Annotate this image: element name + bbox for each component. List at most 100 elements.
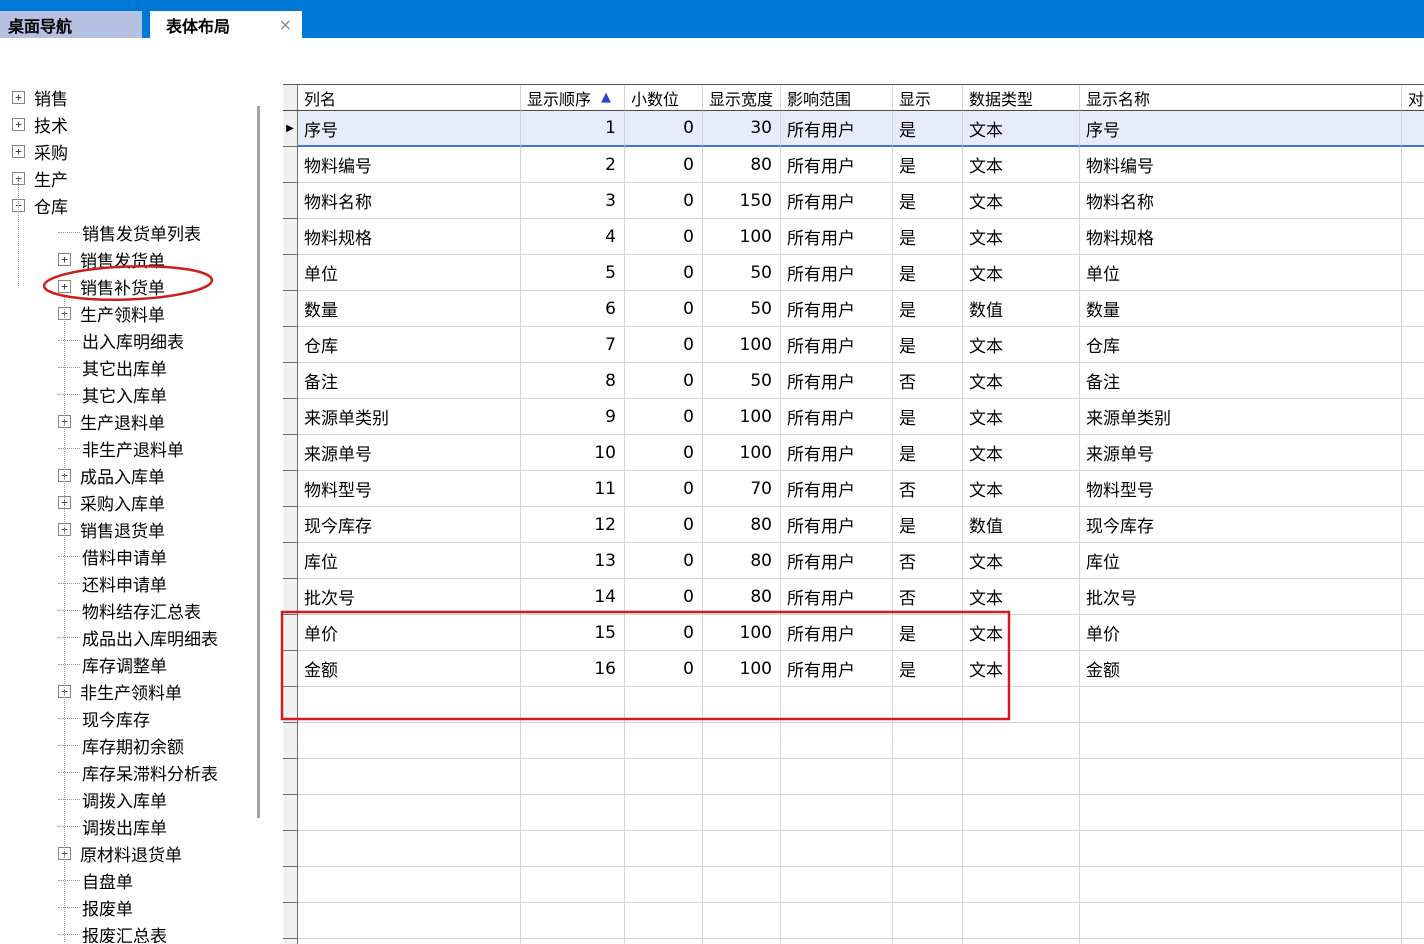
cell-width[interactable]: 50 [703,291,781,327]
cell-align[interactable] [1402,327,1424,363]
cell-dtype[interactable] [963,903,1080,939]
cell-align[interactable] [1402,147,1424,183]
cell-col_name[interactable] [298,723,521,759]
tree-item[interactable]: 库存期初余额 [0,732,262,759]
cell-dtype[interactable]: 文本 [963,651,1080,687]
cell-col_name[interactable] [298,831,521,867]
cell-decimals[interactable]: 0 [625,615,703,651]
cell-display_name[interactable] [1080,687,1402,723]
cell-display_name[interactable] [1080,939,1402,944]
tree-item[interactable]: + 原材料退货单 [0,840,262,867]
cell-scope[interactable]: 所有用户 [781,435,893,471]
column-header-width[interactable]: 显示宽度 [703,85,781,111]
cell-dtype[interactable]: 文本 [963,219,1080,255]
cell-width[interactable]: 100 [703,219,781,255]
row-selector[interactable] [283,615,298,651]
cell-scope[interactable] [781,903,893,939]
cell-decimals[interactable]: 0 [625,471,703,507]
cell-scope[interactable]: 所有用户 [781,471,893,507]
cell-width[interactable]: 70 [703,471,781,507]
cell-decimals[interactable]: 0 [625,255,703,291]
expand-plus-icon[interactable]: + [58,280,71,293]
tree-item[interactable]: 库存呆滞料分析表 [0,759,262,786]
cell-display_name[interactable] [1080,831,1402,867]
cell-decimals[interactable]: 0 [625,327,703,363]
cell-scope[interactable]: 所有用户 [781,507,893,543]
cell-decimals[interactable] [625,831,703,867]
cell-align[interactable] [1402,363,1424,399]
cell-dtype[interactable]: 文本 [963,327,1080,363]
row-selector[interactable] [283,255,298,291]
tree-item[interactable]: 出入库明细表 [0,327,262,354]
cell-display_name[interactable] [1080,759,1402,795]
cell-col_name[interactable]: 物料编号 [298,147,521,183]
column-header-col_name[interactable]: 列名 [298,85,521,111]
cell-align[interactable] [1402,183,1424,219]
cell-visible[interactable]: 是 [893,651,963,687]
cell-width[interactable]: 80 [703,507,781,543]
tree-item[interactable]: 其它出库单 [0,354,262,381]
cell-scope[interactable] [781,687,893,723]
tree-item[interactable]: + 生产领料单 [0,300,262,327]
cell-visible[interactable] [893,723,963,759]
cell-width[interactable]: 100 [703,651,781,687]
cell-scope[interactable]: 所有用户 [781,111,893,147]
cell-align[interactable] [1402,219,1424,255]
cell-align[interactable] [1402,651,1424,687]
cell-order[interactable]: 12 [521,507,625,543]
cell-display_name[interactable]: 单位 [1080,255,1402,291]
cell-order[interactable]: 5 [521,255,625,291]
cell-decimals[interactable]: 0 [625,399,703,435]
tree-item[interactable]: 其它入库单 [0,381,262,408]
cell-col_name[interactable]: 金额 [298,651,521,687]
cell-width[interactable]: 30 [703,111,781,147]
cell-order[interactable]: 11 [521,471,625,507]
tree-item[interactable]: − 仓库 [0,192,262,219]
column-header-decimals[interactable]: 小数位 [625,85,703,111]
cell-display_name[interactable]: 单价 [1080,615,1402,651]
tree-item[interactable]: + 销售 [0,84,262,111]
cell-align[interactable] [1402,759,1424,795]
cell-display_name[interactable] [1080,795,1402,831]
cell-align[interactable] [1402,615,1424,651]
cell-display_name[interactable]: 物料规格 [1080,219,1402,255]
cell-dtype[interactable] [963,939,1080,944]
cell-width[interactable]: 100 [703,399,781,435]
cell-decimals[interactable] [625,867,703,903]
tree-scrollbar[interactable] [257,106,260,818]
cell-width[interactable]: 50 [703,363,781,399]
row-selector[interactable] [283,219,298,255]
row-selector[interactable] [283,183,298,219]
tree-item[interactable]: + 销售补货单 [0,273,262,300]
row-selector[interactable] [283,291,298,327]
tree-item[interactable]: + 成品入库单 [0,462,262,489]
cell-dtype[interactable]: 文本 [963,543,1080,579]
cell-decimals[interactable] [625,687,703,723]
cell-scope[interactable] [781,759,893,795]
cell-visible[interactable]: 是 [893,507,963,543]
cell-decimals[interactable]: 0 [625,111,703,147]
cell-display_name[interactable]: 数量 [1080,291,1402,327]
cell-order[interactable] [521,759,625,795]
cell-display_name[interactable]: 库位 [1080,543,1402,579]
cell-order[interactable]: 16 [521,651,625,687]
row-selector[interactable] [283,795,298,831]
cell-display_name[interactable]: 现今库存 [1080,507,1402,543]
tree-item[interactable]: + 生产 [0,165,262,192]
cell-visible[interactable]: 是 [893,111,963,147]
cell-order[interactable]: 4 [521,219,625,255]
cell-order[interactable]: 7 [521,327,625,363]
cell-dtype[interactable]: 文本 [963,183,1080,219]
cell-display_name[interactable]: 序号 [1080,111,1402,147]
cell-decimals[interactable]: 0 [625,507,703,543]
cell-align[interactable] [1402,291,1424,327]
cell-visible[interactable] [893,795,963,831]
cell-align[interactable] [1402,867,1424,903]
cell-scope[interactable]: 所有用户 [781,651,893,687]
tree-item[interactable]: + 技术 [0,111,262,138]
cell-dtype[interactable] [963,687,1080,723]
cell-visible[interactable]: 是 [893,147,963,183]
cell-col_name[interactable] [298,795,521,831]
expand-plus-icon[interactable]: + [12,118,25,131]
row-selector[interactable]: ▶ [283,111,298,147]
